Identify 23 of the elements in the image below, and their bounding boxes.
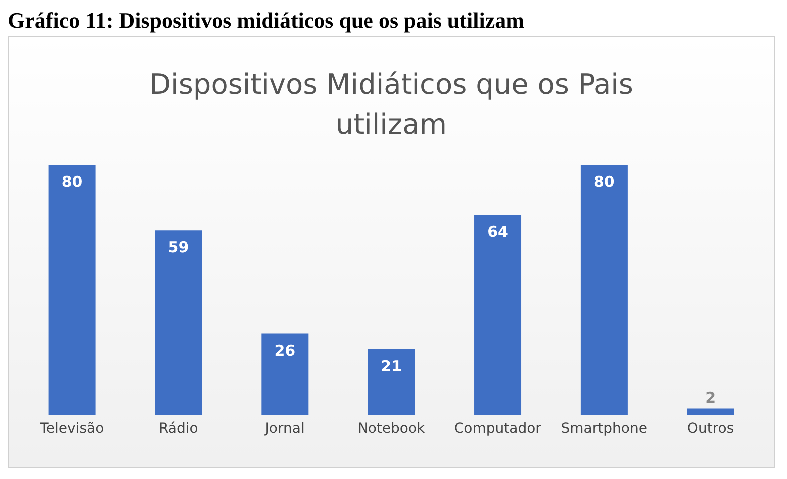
data-label: 26 bbox=[274, 342, 296, 360]
chart-title: Dispositivos Midiáticos que os Pais utilizam bbox=[148, 67, 634, 143]
x-tick-label: Smartphone bbox=[561, 420, 648, 437]
data-label: 59 bbox=[168, 238, 190, 257]
data-label: 64 bbox=[488, 223, 508, 241]
x-tick-label: Outros bbox=[687, 420, 734, 437]
data-label: 80 bbox=[594, 173, 615, 191]
bar bbox=[368, 349, 416, 415]
x-tick-label: Notebook bbox=[358, 420, 426, 437]
x-tick-label: Rádio bbox=[158, 420, 198, 437]
bar bbox=[687, 408, 734, 415]
text: Gráfico 11: Dispositivos midiáticos que os pais utilizam bbox=[8, 8, 526, 34]
bar bbox=[48, 165, 96, 415]
x-tick-label: Televisão bbox=[39, 420, 104, 437]
bar bbox=[580, 165, 628, 415]
bar bbox=[474, 215, 522, 415]
x-tick-label: Jornal bbox=[264, 420, 305, 437]
data-label: 80 bbox=[62, 173, 83, 191]
bar bbox=[262, 334, 309, 415]
bar bbox=[155, 230, 202, 415]
data-label: 2 bbox=[706, 388, 716, 407]
data-label: 21 bbox=[381, 357, 402, 376]
x-tick-label: Computador bbox=[454, 420, 542, 437]
